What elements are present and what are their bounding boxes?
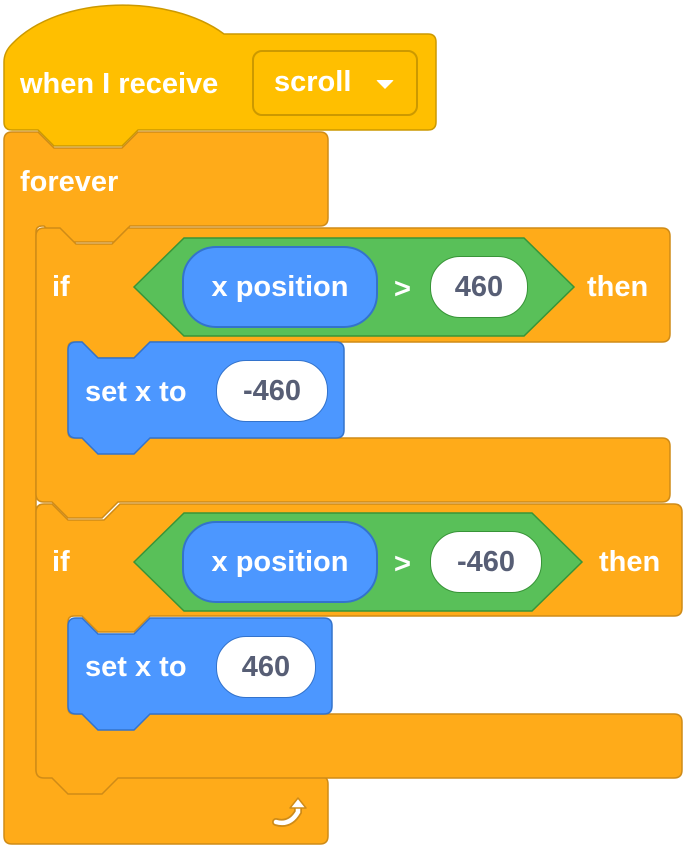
if-label-1: if [52,271,70,303]
caret-down-icon [376,80,394,89]
then-label-2: then [599,546,661,578]
x-position-reporter-2[interactable]: x position [182,521,378,603]
loop-arrow-icon [272,797,307,827]
x-position-reporter-1[interactable]: x position [182,246,378,328]
compare-value-field-2[interactable]: -460 [430,531,542,593]
then-label-1: then [587,271,649,303]
message-dropdown[interactable]: scroll [252,50,418,116]
if-label-2: if [52,546,70,578]
set-x-label-1: set x to [85,376,187,408]
operator-symbol-2: > [394,548,411,580]
operator-symbol-1: > [394,273,411,305]
message-dropdown-value: scroll [274,66,352,98]
set-x-value-field-2[interactable]: 460 [216,636,316,698]
hat-label: when I receive [20,68,219,100]
compare-value-field-1[interactable]: 460 [430,256,528,318]
set-x-label-2: set x to [85,651,187,683]
forever-label: forever [20,166,119,198]
set-x-value-field-1[interactable]: -460 [216,360,328,422]
